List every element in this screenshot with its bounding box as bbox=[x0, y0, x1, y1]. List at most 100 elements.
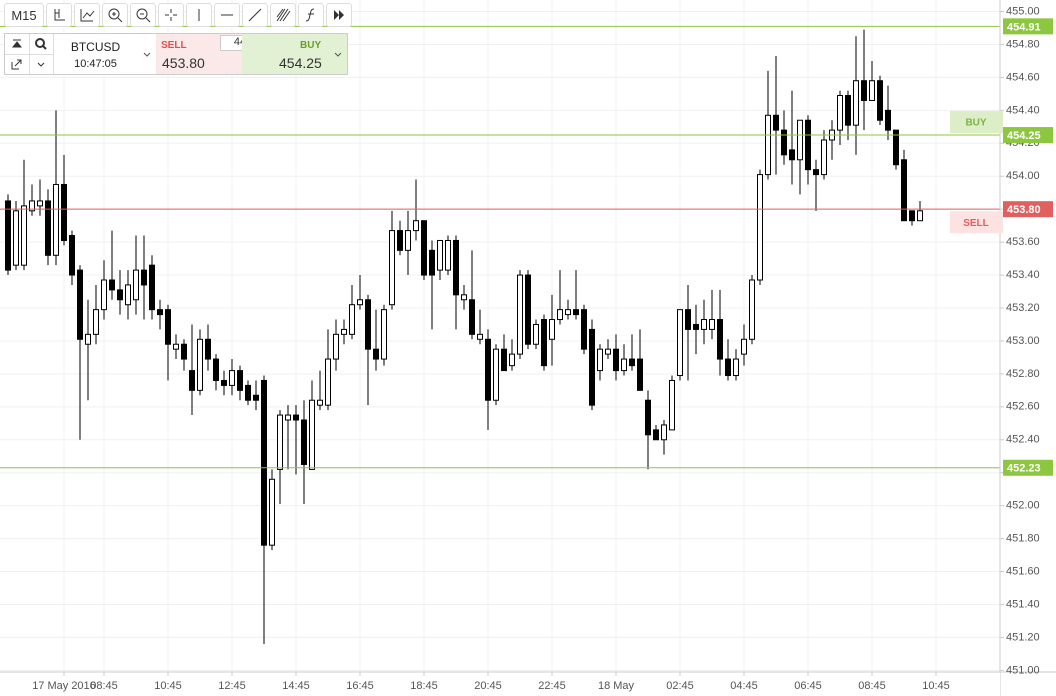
tool-button[interactable] bbox=[158, 3, 184, 27]
x-tick-label: 17 May 2016 bbox=[32, 680, 96, 692]
price-tag-label: 453.80 bbox=[1007, 204, 1041, 216]
symbol-menu[interactable] bbox=[138, 34, 156, 74]
collapse-button[interactable] bbox=[5, 34, 30, 55]
x-tick-label: 18:45 bbox=[410, 680, 438, 692]
x-tick-label: 14:45 bbox=[282, 680, 310, 692]
candle-body bbox=[749, 279, 755, 340]
candle-body bbox=[813, 169, 819, 176]
candle-body bbox=[701, 319, 707, 330]
candle-body bbox=[757, 174, 763, 281]
buy-menu[interactable] bbox=[331, 34, 347, 74]
candle-body bbox=[493, 348, 499, 401]
candle-body bbox=[45, 200, 51, 256]
candle-body bbox=[69, 235, 75, 276]
icon bbox=[221, 14, 233, 16]
candle-body bbox=[661, 424, 667, 441]
x-tick-label: 12:45 bbox=[218, 680, 246, 692]
candle-body bbox=[61, 183, 67, 241]
candle-body bbox=[381, 309, 387, 360]
tool-button[interactable] bbox=[242, 3, 268, 27]
candle-body bbox=[653, 429, 659, 441]
y-tick-label: 452.00 bbox=[1006, 500, 1040, 512]
candle-body bbox=[805, 119, 811, 171]
candle-body bbox=[341, 328, 347, 335]
price-tag bbox=[1003, 127, 1053, 144]
candle-body bbox=[53, 183, 59, 256]
symbol: BTCUSD bbox=[70, 40, 121, 54]
candle-body bbox=[165, 309, 171, 345]
candle-body bbox=[693, 323, 699, 330]
candle-body bbox=[581, 309, 587, 350]
icon bbox=[334, 52, 342, 57]
tool-button[interactable] bbox=[214, 3, 240, 27]
popout-button[interactable] bbox=[5, 54, 30, 74]
toolbar: M15 bbox=[4, 3, 352, 27]
buy-price: 454.25 bbox=[279, 55, 322, 71]
candle-body bbox=[245, 384, 251, 401]
buy-button[interactable] bbox=[242, 34, 331, 74]
candle-body bbox=[29, 200, 35, 212]
icon bbox=[11, 59, 22, 70]
candle-body bbox=[293, 414, 299, 421]
y-tick-label: 451.40 bbox=[1006, 598, 1040, 610]
candle-body bbox=[173, 343, 179, 350]
tool-button[interactable] bbox=[102, 3, 128, 27]
candle-body bbox=[597, 348, 603, 372]
candle-body bbox=[21, 205, 27, 266]
candle-body bbox=[677, 309, 683, 377]
candle-body bbox=[885, 109, 891, 131]
candle-body bbox=[421, 220, 427, 276]
candle-body bbox=[901, 159, 907, 222]
tool-button[interactable] bbox=[74, 3, 100, 27]
candle-body bbox=[5, 200, 11, 271]
y-tick-label: 451.00 bbox=[1006, 664, 1040, 676]
tool-button[interactable] bbox=[270, 3, 296, 27]
price-tag bbox=[1003, 201, 1053, 218]
candle-body bbox=[869, 80, 875, 101]
order-tag-label: SELL bbox=[963, 218, 989, 229]
candle-body bbox=[469, 299, 475, 335]
tool-button[interactable] bbox=[186, 3, 212, 27]
candle-body bbox=[237, 370, 243, 391]
candle-body bbox=[917, 210, 923, 222]
candle-body bbox=[741, 338, 747, 355]
search-button[interactable] bbox=[29, 34, 54, 55]
candle-body bbox=[77, 269, 83, 340]
candle-body bbox=[117, 289, 123, 301]
order-tag bbox=[950, 111, 1003, 134]
x-tick-label: 10:45 bbox=[154, 680, 182, 692]
candle-body bbox=[525, 274, 531, 345]
tool-button[interactable] bbox=[46, 3, 72, 27]
dropdown-button[interactable] bbox=[29, 54, 54, 74]
tool-button[interactable] bbox=[298, 3, 324, 27]
candle-body bbox=[501, 348, 507, 372]
candle-body bbox=[613, 348, 619, 372]
candle-body bbox=[93, 309, 99, 335]
candle-body bbox=[541, 319, 547, 367]
candle-body bbox=[349, 304, 355, 335]
y-tick-label: 451.80 bbox=[1006, 532, 1040, 544]
candle-body bbox=[285, 414, 291, 421]
x-tick-label: 08:45 bbox=[90, 680, 118, 692]
tool-button[interactable] bbox=[326, 3, 352, 27]
y-tick-label: 454.80 bbox=[1006, 38, 1040, 50]
candle-body bbox=[533, 323, 539, 345]
candle-body bbox=[445, 239, 451, 271]
candle-body bbox=[645, 399, 651, 436]
x-tick-label: 04:45 bbox=[730, 680, 758, 692]
icon bbox=[136, 8, 151, 23]
interval-button[interactable]: M15 bbox=[4, 3, 44, 27]
candle-body bbox=[269, 478, 275, 546]
candle-body bbox=[573, 309, 579, 316]
y-tick-label: 451.60 bbox=[1006, 565, 1040, 577]
x-tick-label: 22:45 bbox=[538, 680, 566, 692]
tool-button[interactable] bbox=[130, 3, 156, 27]
candle-body bbox=[277, 414, 283, 470]
candle-body bbox=[437, 239, 443, 271]
x-tick-label: 10:45 bbox=[922, 680, 950, 692]
candle-body bbox=[669, 379, 675, 431]
price-tag-label: 452.23 bbox=[1007, 463, 1041, 475]
candle-body bbox=[461, 294, 467, 301]
candle-body bbox=[37, 200, 43, 207]
